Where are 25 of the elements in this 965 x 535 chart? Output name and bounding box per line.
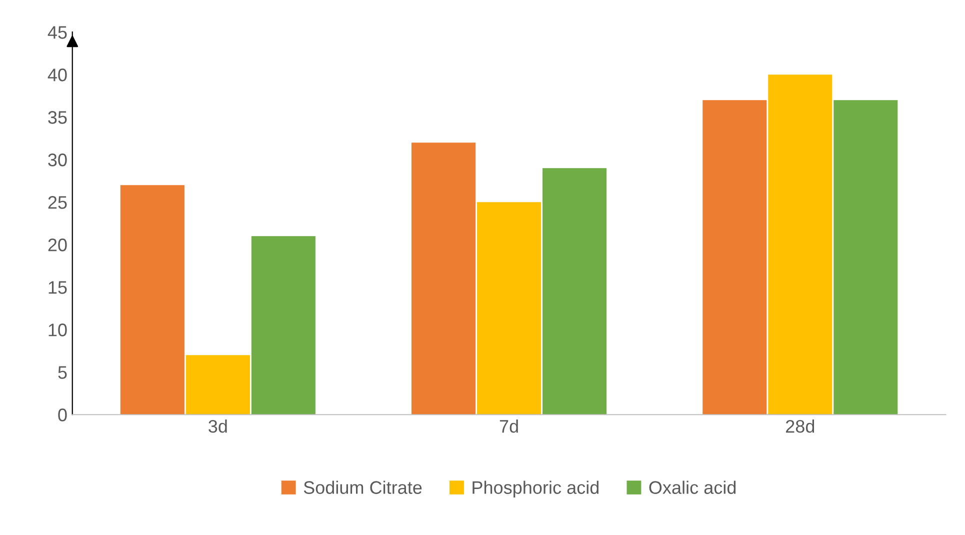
bar (477, 202, 542, 415)
y-tick-label: 5 (58, 366, 67, 379)
y-tick-label: 20 (48, 238, 67, 252)
bar (702, 100, 767, 415)
bar (768, 74, 832, 415)
y-tick-label: 10 (48, 324, 67, 336)
legend-label: Oxalic acid (649, 480, 736, 494)
bar (120, 185, 184, 415)
x-tick-label: 7d (500, 419, 518, 433)
y-tick-label: 45 (48, 26, 67, 39)
x-tick-label: 28d (786, 419, 814, 433)
y-tick-label: 35 (48, 111, 67, 124)
bar (186, 355, 250, 415)
legend-label: Phosphoric acid (472, 480, 598, 498)
y-tick-label: 40 (48, 68, 67, 82)
bar (412, 142, 476, 415)
bar (542, 168, 607, 415)
y-tick-label: 30 (48, 154, 67, 166)
y-tick-label: 25 (48, 196, 67, 209)
y-tick-label: 15 (48, 281, 67, 294)
bar (834, 100, 898, 415)
x-tick-label: 3d (208, 419, 227, 433)
legend-label: Sodium Citrate (304, 480, 422, 494)
y-tick-label: 0 (58, 408, 67, 422)
bar (251, 236, 316, 415)
